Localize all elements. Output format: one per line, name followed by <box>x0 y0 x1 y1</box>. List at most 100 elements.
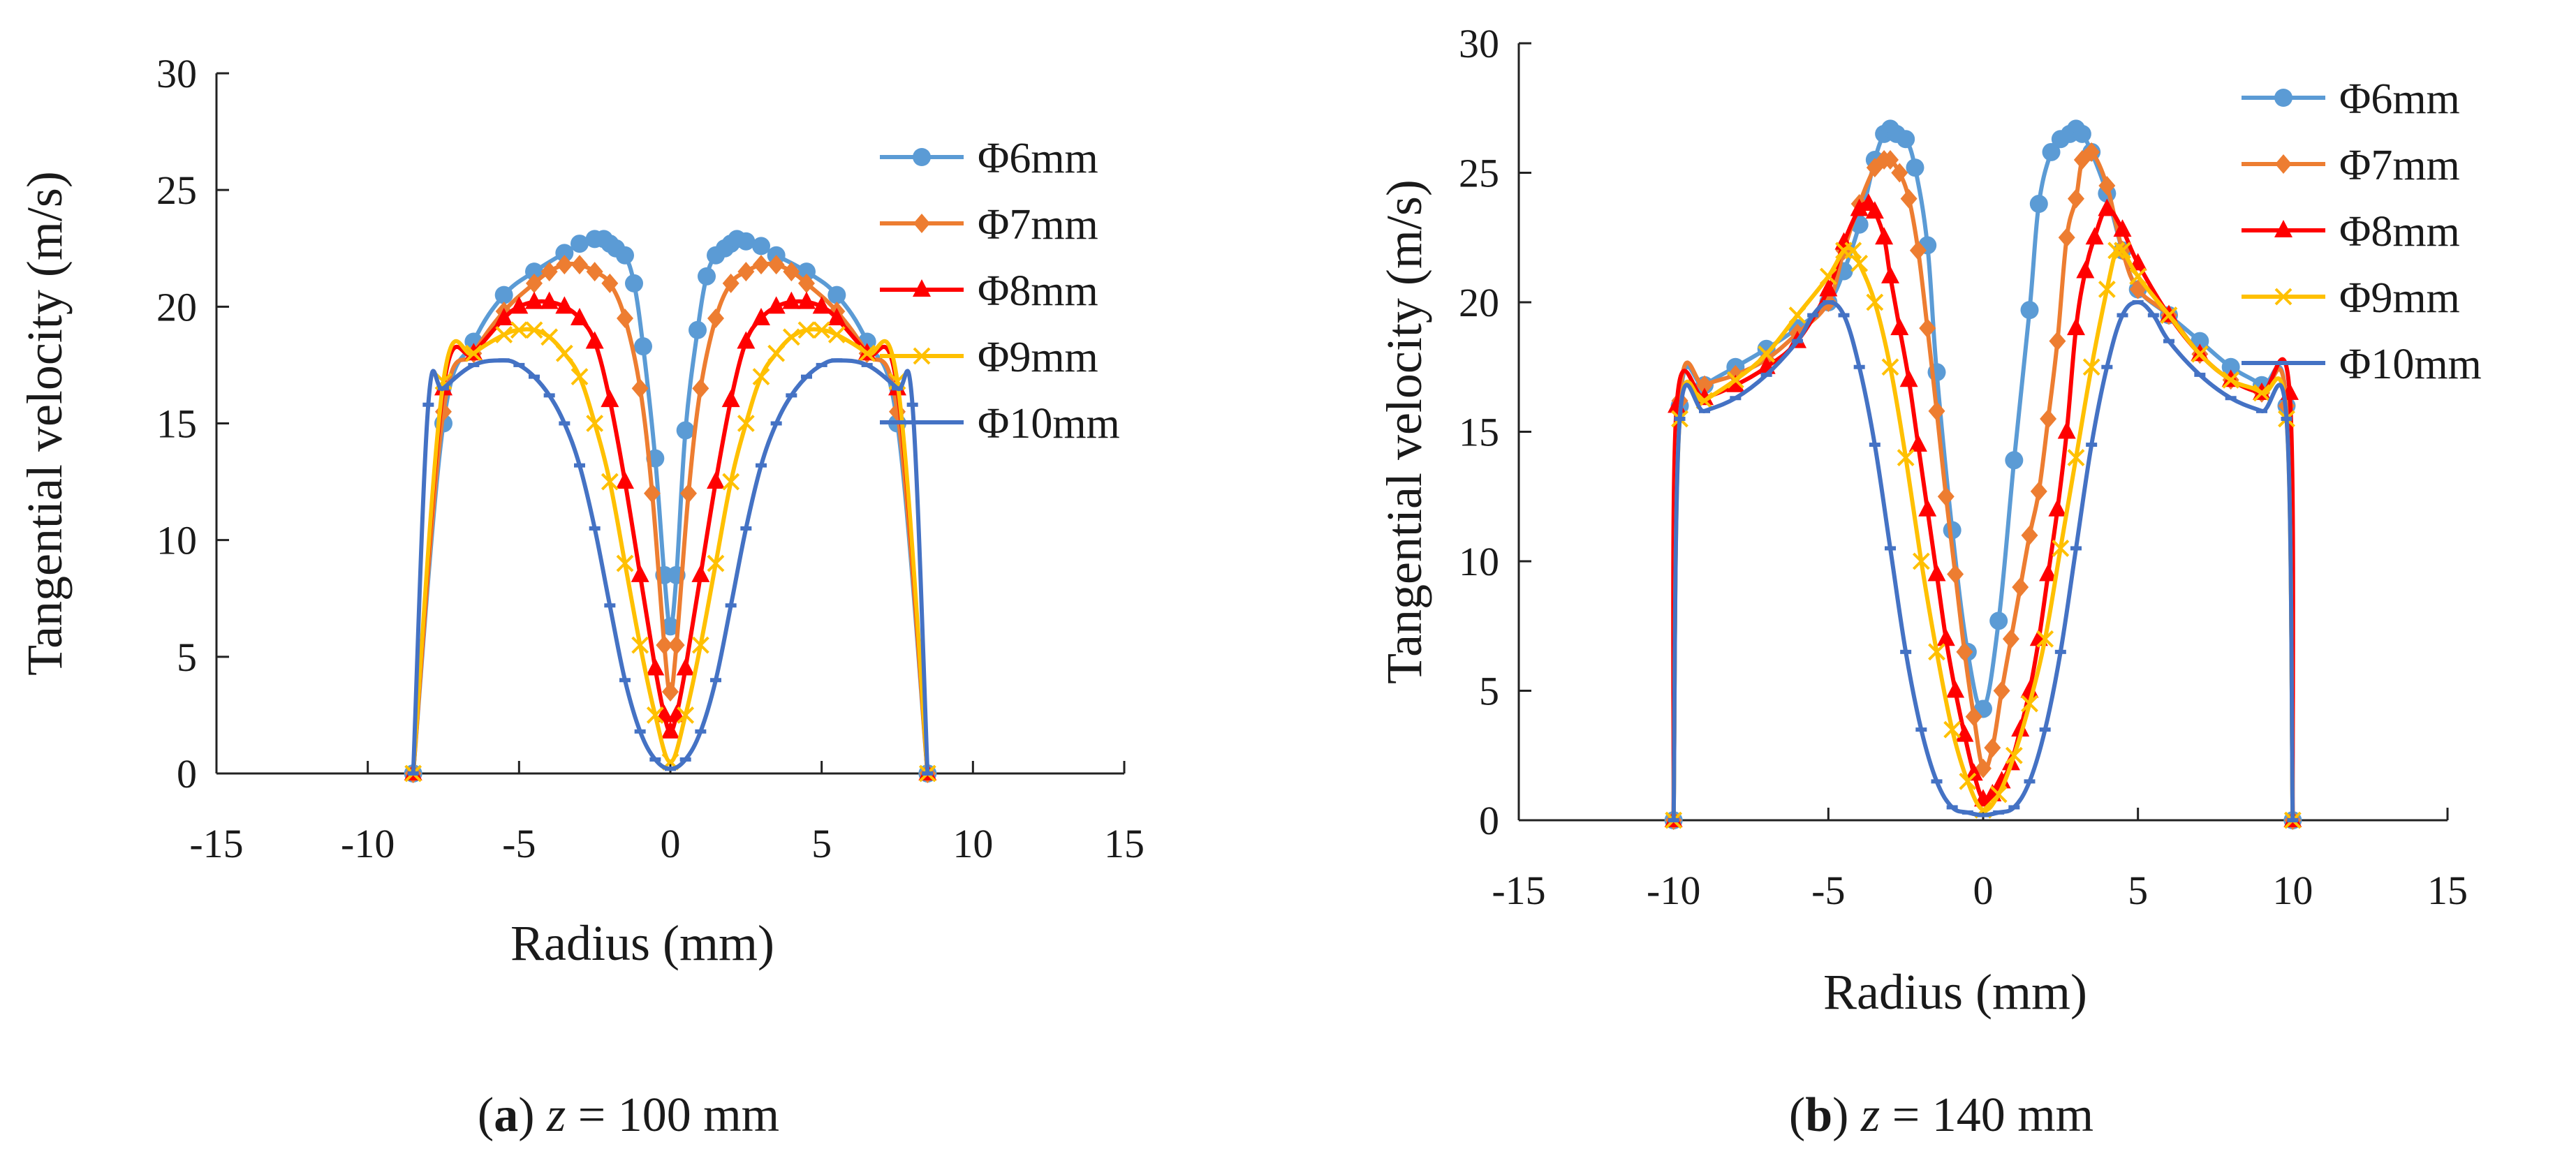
legend-label: Φ6mm <box>2339 75 2460 123</box>
data-point <box>2107 242 2126 260</box>
data-point <box>2012 577 2029 598</box>
x-tick-label: -10 <box>341 821 395 866</box>
y-tick-label: 5 <box>1479 669 1499 714</box>
caption-value: = 100 mm <box>566 1088 779 1142</box>
data-point <box>1915 727 1927 732</box>
data-point <box>604 603 616 608</box>
data-point <box>2117 313 2128 318</box>
panel-caption: (a) z = 100 mm <box>478 1088 779 1142</box>
data-point <box>555 344 573 362</box>
data-point <box>589 526 601 531</box>
data-point <box>2048 498 2067 517</box>
data-point <box>662 681 679 702</box>
data-point <box>1937 487 1955 507</box>
data-point <box>1853 364 1865 369</box>
data-point <box>1928 401 1945 421</box>
data-point <box>691 636 709 654</box>
data-point <box>1965 706 1982 727</box>
caption-label: a <box>494 1088 518 1142</box>
data-point <box>2021 695 2038 713</box>
data-point <box>861 362 873 367</box>
data-point <box>1823 300 1834 304</box>
data-point <box>668 635 685 655</box>
data-point <box>1890 318 1909 336</box>
data-point <box>740 526 752 531</box>
data-point <box>526 273 543 293</box>
data-point <box>2132 300 2144 304</box>
data-point <box>1699 408 1710 413</box>
data-point <box>676 421 695 440</box>
data-point <box>827 326 846 343</box>
legend-item: Φ9mm <box>880 334 1098 381</box>
data-point <box>2070 546 2082 551</box>
data-point <box>1668 818 1679 822</box>
data-point <box>2147 313 2159 318</box>
data-point <box>1899 369 1918 387</box>
x-tick-label: -5 <box>502 821 536 866</box>
data-point <box>631 378 649 399</box>
data-point <box>494 308 513 326</box>
data-point <box>783 262 800 282</box>
series-Φ6mm <box>1664 119 2302 829</box>
data-point <box>1993 681 2010 701</box>
legend-marker <box>913 148 931 166</box>
data-point <box>2163 339 2174 343</box>
data-point <box>634 729 646 734</box>
legend-label: Φ10mm <box>2339 341 2482 388</box>
caption-variable: z <box>1860 1088 1880 1142</box>
series-line <box>1671 148 2295 821</box>
data-point <box>1819 267 1837 286</box>
data-point <box>2067 318 2085 336</box>
data-point <box>922 771 934 776</box>
data-point <box>586 415 604 432</box>
data-point <box>495 326 513 343</box>
data-point <box>2068 188 2084 209</box>
data-point <box>2030 481 2047 501</box>
data-point <box>585 331 604 349</box>
data-point <box>2024 779 2036 784</box>
legend-label: Φ7mm <box>2339 142 2460 189</box>
data-point <box>2160 306 2178 324</box>
data-point <box>1928 643 1945 661</box>
data-point <box>2225 396 2237 401</box>
data-point <box>510 296 529 314</box>
data-point <box>1844 242 1862 260</box>
data-point <box>2114 242 2131 260</box>
data-point <box>1959 772 1977 790</box>
data-point <box>625 274 643 292</box>
data-point <box>1978 813 1989 817</box>
data-point <box>1758 345 1776 363</box>
data-point <box>679 757 691 762</box>
data-point <box>786 393 797 398</box>
data-point <box>2067 449 2085 467</box>
data-point <box>813 321 831 339</box>
data-point <box>616 554 634 572</box>
data-point <box>1906 158 1924 177</box>
data-point <box>1946 805 1958 810</box>
data-point <box>543 393 555 398</box>
data-point <box>1869 443 1881 447</box>
data-point <box>816 362 827 367</box>
y-tick-label: 20 <box>156 284 197 329</box>
data-point <box>571 368 589 386</box>
data-point <box>721 390 740 408</box>
chart-panel-a: 0 5 10 15 20 25 30 -15 -10 -5 0 5 10 15 Radius (mm) Tan… <box>17 51 1145 1142</box>
x-tick-label: 10 <box>952 821 993 866</box>
data-point <box>1866 293 1884 311</box>
data-point <box>601 273 619 293</box>
data-point <box>737 415 755 432</box>
data-point <box>1989 612 2008 630</box>
x-tick-label: -5 <box>1811 868 1845 913</box>
data-point <box>1931 779 1943 784</box>
data-point <box>737 262 755 282</box>
data-point <box>1919 318 1936 339</box>
data-point <box>525 262 543 281</box>
series-Φ7mm <box>404 255 936 783</box>
data-point <box>2042 142 2061 161</box>
data-point <box>1807 313 1819 318</box>
data-point <box>770 421 782 426</box>
legend-label: Φ8mm <box>2339 208 2460 255</box>
legend-marker <box>2275 154 2292 174</box>
data-point <box>2098 281 2116 298</box>
